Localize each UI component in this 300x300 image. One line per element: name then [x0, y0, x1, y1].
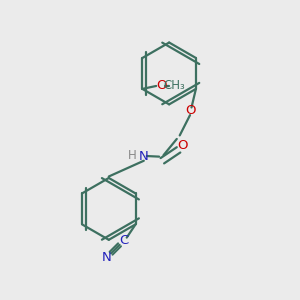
Text: H: H [128, 149, 136, 162]
Text: O: O [177, 139, 188, 152]
Text: O: O [185, 104, 195, 118]
Text: C: C [119, 234, 128, 247]
Text: CH₃: CH₃ [163, 80, 185, 92]
Text: N: N [139, 150, 149, 163]
Text: N: N [102, 251, 112, 264]
Text: O: O [156, 80, 167, 92]
